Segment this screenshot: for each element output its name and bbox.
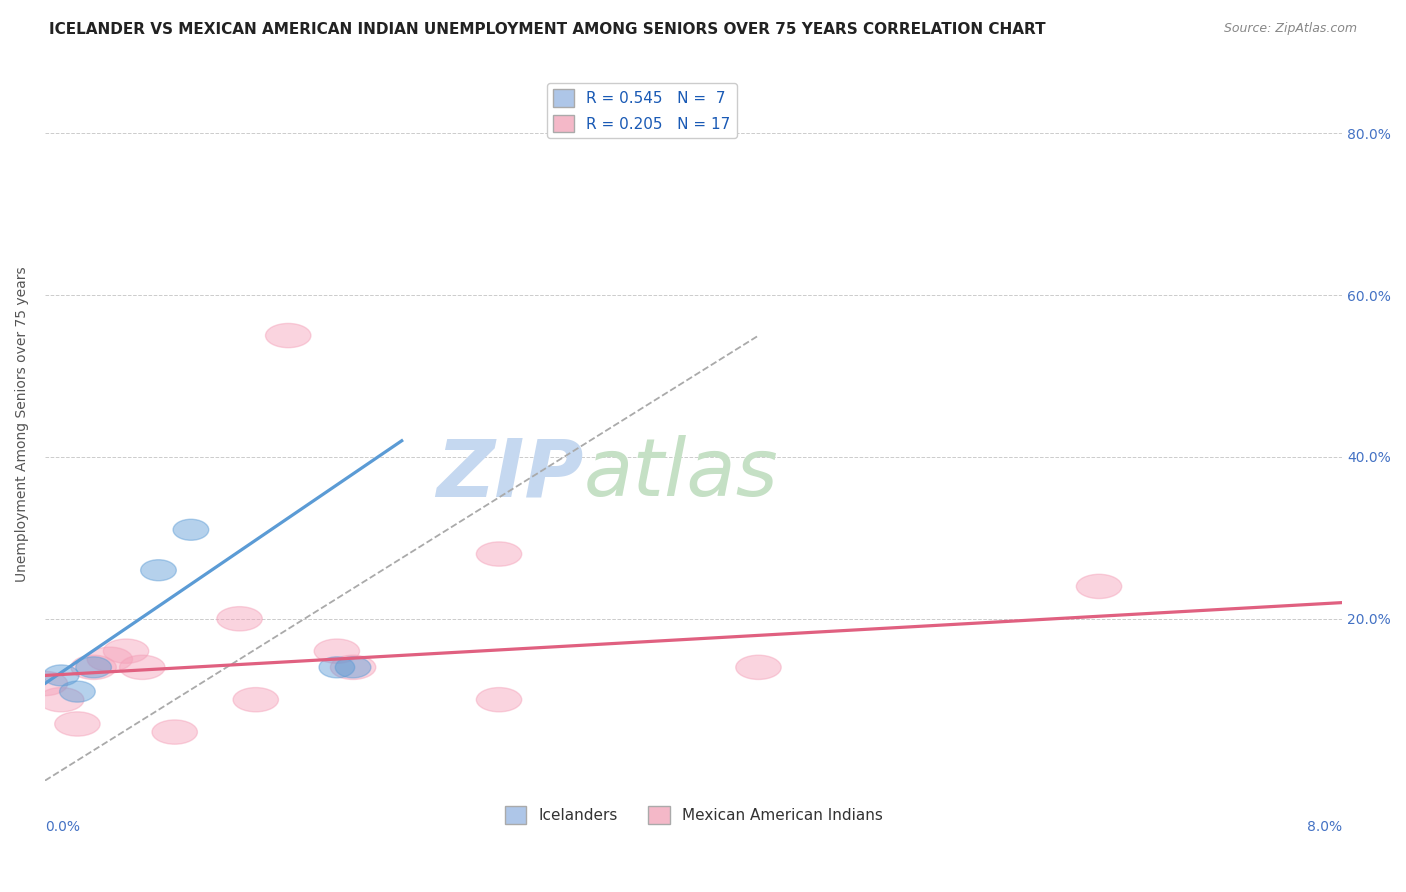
Ellipse shape — [735, 656, 782, 680]
Ellipse shape — [477, 542, 522, 566]
Ellipse shape — [38, 688, 84, 712]
Text: Source: ZipAtlas.com: Source: ZipAtlas.com — [1223, 22, 1357, 36]
Ellipse shape — [120, 656, 165, 680]
Legend: Icelanders, Mexican American Indians: Icelanders, Mexican American Indians — [499, 800, 889, 830]
Text: ICELANDER VS MEXICAN AMERICAN INDIAN UNEMPLOYMENT AMONG SENIORS OVER 75 YEARS CO: ICELANDER VS MEXICAN AMERICAN INDIAN UNE… — [49, 22, 1046, 37]
Ellipse shape — [1077, 574, 1122, 599]
Text: 0.0%: 0.0% — [45, 820, 80, 834]
Ellipse shape — [22, 672, 67, 696]
Y-axis label: Unemployment Among Seniors over 75 years: Unemployment Among Seniors over 75 years — [15, 267, 30, 582]
Ellipse shape — [233, 688, 278, 712]
Ellipse shape — [217, 607, 263, 631]
Ellipse shape — [314, 639, 360, 664]
Ellipse shape — [477, 688, 522, 712]
Text: 8.0%: 8.0% — [1308, 820, 1343, 834]
Ellipse shape — [152, 720, 197, 744]
Ellipse shape — [59, 681, 96, 702]
Ellipse shape — [266, 324, 311, 348]
Ellipse shape — [44, 665, 79, 686]
Text: ZIP: ZIP — [436, 435, 583, 514]
Ellipse shape — [141, 559, 176, 581]
Ellipse shape — [70, 656, 117, 680]
Ellipse shape — [330, 656, 375, 680]
Text: atlas: atlas — [583, 435, 778, 514]
Ellipse shape — [335, 657, 371, 678]
Ellipse shape — [87, 647, 132, 672]
Ellipse shape — [104, 639, 149, 664]
Ellipse shape — [173, 519, 208, 541]
Ellipse shape — [55, 712, 100, 736]
Ellipse shape — [76, 657, 111, 678]
Ellipse shape — [319, 657, 354, 678]
